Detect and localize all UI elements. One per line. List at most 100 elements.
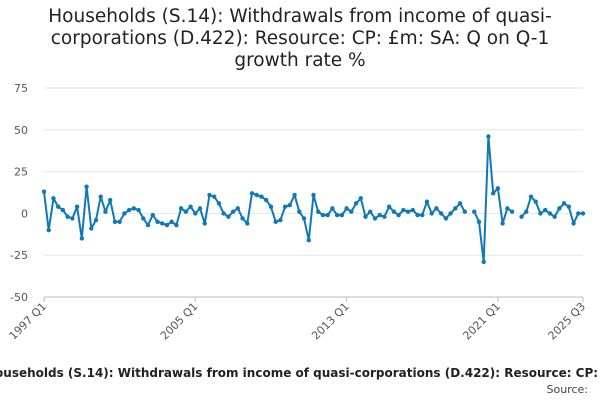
data-point: [316, 209, 321, 214]
data-point: [197, 206, 203, 211]
data-point: [542, 207, 548, 213]
legend-series-label: Households (S.14): Withdrawals from inco…: [0, 366, 600, 380]
data-point: [519, 214, 524, 219]
data-point: [282, 204, 288, 209]
data-point: [65, 214, 70, 219]
data-point: [178, 206, 184, 211]
data-point: [453, 206, 458, 211]
data-point: [448, 211, 453, 216]
data-point: [438, 211, 444, 216]
x-tick-label: 1997 Q1: [7, 300, 50, 343]
series-group: [41, 134, 586, 265]
x-tick-label: 2021 Q1: [460, 300, 503, 343]
data-point: [320, 212, 326, 218]
data-point: [552, 214, 557, 219]
data-point: [500, 221, 505, 226]
data-point: [490, 191, 496, 196]
data-point: [339, 212, 345, 218]
data-point: [580, 211, 586, 216]
data-point: [424, 199, 430, 204]
data-point: [363, 214, 368, 219]
data-point: [273, 219, 278, 224]
data-point: [131, 206, 137, 211]
data-point: [557, 206, 562, 211]
data-point: [476, 219, 482, 224]
data-point: [193, 211, 198, 216]
data-point: [287, 202, 293, 208]
data-point: [93, 217, 99, 223]
data-point: [372, 216, 378, 221]
data-point: [259, 194, 264, 199]
data-point: [51, 196, 56, 201]
data-point: [292, 192, 297, 198]
data-point: [457, 201, 463, 206]
data-point: [415, 212, 420, 218]
data-point: [188, 204, 193, 209]
data-point: [528, 194, 534, 199]
data-point: [202, 221, 207, 226]
x-tick-label: 2025 Q3: [546, 300, 589, 343]
data-point: [396, 212, 401, 218]
data-point: [472, 209, 477, 214]
data-point: [70, 216, 75, 221]
data-point: [103, 209, 108, 214]
data-point: [429, 211, 434, 216]
data-point: [249, 191, 255, 196]
data-point: [386, 204, 392, 209]
data-point: [174, 222, 179, 228]
data-point: [84, 184, 89, 189]
y-tick-label: 0: [21, 207, 28, 220]
data-point: [306, 237, 311, 243]
data-point: [117, 219, 122, 224]
data-point: [571, 221, 576, 226]
data-point: [486, 134, 491, 139]
data-point: [160, 221, 165, 226]
chart-title-line: growth rate %: [234, 50, 366, 71]
data-point: [405, 209, 411, 214]
y-tick-label: -25: [10, 249, 28, 262]
x-tick-label: 2013 Q1: [309, 300, 352, 343]
data-point: [297, 209, 302, 214]
data-point: [112, 219, 118, 224]
data-point: [230, 209, 236, 214]
data-point: [216, 201, 222, 206]
source-label: Source:: [546, 383, 589, 396]
data-point: [226, 214, 231, 219]
data-point: [358, 196, 363, 201]
data-point: [533, 199, 538, 204]
legend: Households (S.14): Withdrawals from inco…: [0, 366, 600, 380]
data-point: [434, 206, 439, 211]
data-point: [278, 217, 283, 223]
data-point: [60, 207, 66, 213]
data-point: [122, 211, 127, 216]
data-point: [368, 209, 373, 214]
data-point: [136, 207, 141, 213]
data-point: [212, 194, 217, 199]
data-point: [240, 216, 245, 221]
data-point: [462, 209, 467, 214]
data-point: [89, 226, 94, 231]
data-point: [169, 219, 174, 224]
data-point: [98, 194, 103, 199]
chart-title: Households (S.14): Withdrawals from inco…: [20, 6, 580, 72]
data-point: [538, 211, 543, 216]
data-point: [74, 204, 80, 209]
data-point: [566, 204, 572, 209]
y-tick-label: -50: [10, 291, 28, 304]
data-point: [495, 186, 501, 191]
y-axis: 75 50 25 0 -25 -50: [10, 82, 28, 304]
data-point: [443, 216, 449, 221]
data-point: [505, 206, 510, 211]
series-line: [473, 135, 513, 263]
data-point: [145, 222, 151, 228]
y-tick-label: 75: [14, 82, 28, 95]
data-point: [349, 209, 354, 214]
data-point: [150, 212, 155, 218]
data-point: [79, 236, 85, 241]
series-line: [520, 195, 583, 225]
data-point: [401, 207, 406, 213]
y-tick-label: 25: [14, 166, 28, 179]
data-point: [141, 216, 146, 221]
data-point: [561, 201, 567, 206]
